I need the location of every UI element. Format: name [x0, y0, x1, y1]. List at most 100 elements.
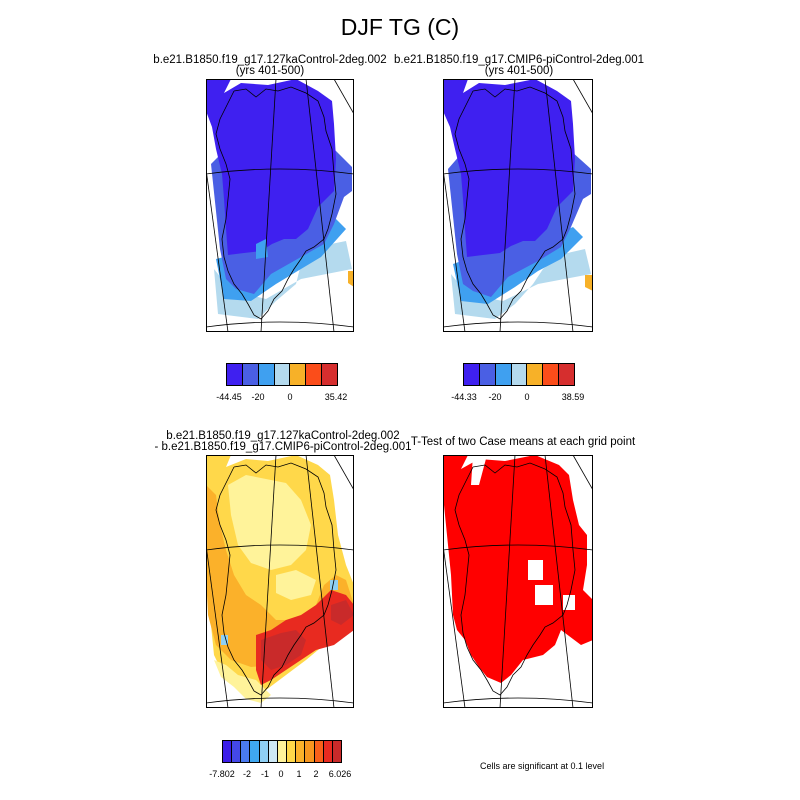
colorbar-label: 2 — [313, 769, 319, 779]
colorbar-swatch — [258, 364, 275, 385]
panel3-title-line1: b.e21.B1850.f19_g17.127kaControl-2deg.00… — [166, 430, 400, 442]
colorbar-swatch — [306, 364, 323, 385]
not-significant-cell — [563, 595, 575, 610]
colorbar-label: -44.33 — [451, 392, 477, 402]
greenland-coastline — [215, 462, 337, 696]
colorbar-label: 1 — [296, 769, 302, 779]
meridian — [333, 455, 354, 491]
colorbar-swatch — [287, 741, 297, 762]
panel1-title: b.e21.B1850.f19_g17.127kaControl-2deg.00… — [153, 54, 387, 77]
colorbar-label: 0 — [524, 392, 530, 402]
meridian — [499, 455, 516, 708]
colorbar-swatch — [274, 364, 291, 385]
colorbar-label: 35.42 — [324, 392, 348, 402]
colorbar-swatch — [332, 741, 342, 762]
panel3-title-line2: - b.e21.B1850.f19_g17.CMIP6-piControl-2d… — [154, 441, 412, 453]
parallel — [206, 321, 354, 328]
parallel — [206, 168, 354, 175]
meridian — [305, 79, 335, 332]
colorbar-127ka: -44.45 -20 0 35.42 — [216, 363, 347, 402]
parallel — [443, 168, 593, 175]
meridian — [260, 455, 277, 708]
colorbar-swatch — [232, 741, 242, 762]
meridian — [572, 79, 593, 115]
panel2-title-line1: b.e21.B1850.f19_g17.CMIP6-piControl-2deg… — [394, 54, 644, 66]
field-pale — [276, 570, 316, 600]
meridian — [544, 455, 574, 708]
meridian — [333, 79, 354, 115]
colorbar-swatch — [277, 741, 288, 762]
meridian — [305, 455, 335, 708]
colorbar-swatches — [222, 740, 342, 763]
map-127ka — [206, 79, 354, 332]
colorbar-swatch — [305, 741, 315, 762]
colorbar-label: -20 — [251, 392, 265, 402]
colorbar-swatch — [290, 364, 307, 385]
field-darkred — [261, 630, 306, 670]
colorbar-swatch — [259, 741, 269, 762]
significant-region — [443, 455, 593, 683]
colorbar-swatch — [241, 741, 251, 762]
figure-title: DJF TG (C) — [340, 14, 460, 40]
not-significant-cell — [528, 560, 543, 580]
greenland-coastline — [454, 462, 576, 696]
greenland-coastline — [454, 86, 576, 320]
not-significant-cell — [471, 455, 487, 485]
parallel — [443, 321, 593, 328]
map-ttest — [443, 455, 593, 708]
field-warm — [348, 271, 354, 287]
meridian — [572, 455, 593, 491]
colorbar-swatch — [268, 741, 278, 762]
colorbar-swatch — [495, 364, 512, 385]
colorbar-swatch — [527, 364, 544, 385]
panel1-title-line1: b.e21.B1850.f19_g17.127kaControl-2deg.00… — [153, 54, 387, 66]
colorbar-label: -44.45 — [216, 392, 242, 402]
map-frame — [443, 79, 593, 332]
not-significant-cell — [443, 625, 455, 660]
map-panel-picontrol — [443, 79, 593, 332]
field-cold — [443, 79, 575, 257]
panel3-title: b.e21.B1850.f19_g17.127kaControl-2deg.00… — [154, 430, 412, 453]
colorbar-swatch — [559, 364, 575, 385]
map-difference — [206, 455, 354, 708]
colorbar-swatch — [314, 741, 324, 762]
colorbar-label: 6.026 — [328, 769, 352, 779]
colorbar-label: -7.802 — [209, 769, 235, 779]
meridian — [544, 79, 574, 332]
parallel — [206, 697, 354, 704]
colorbar-swatch — [223, 741, 233, 762]
field-warm — [585, 275, 593, 291]
colorbar-swatch — [511, 364, 528, 385]
field-lightblue — [221, 635, 228, 645]
colorbar-picontrol: -44.33 -20 0 38.59 — [451, 363, 584, 402]
colorbar-swatches — [226, 363, 338, 386]
greenland-coastline — [215, 86, 337, 320]
map-panel-127ka — [206, 79, 354, 332]
colorbar-label: 38.59 — [561, 392, 585, 402]
parallel — [443, 697, 593, 704]
colorbar-swatch — [543, 364, 560, 385]
panel2-title-line2: (yrs 401-500) — [484, 65, 554, 77]
meridian — [499, 79, 516, 332]
panel4-title-line1: T-Test of two Case means at each grid po… — [410, 436, 636, 448]
map-frame — [206, 79, 354, 332]
colorbar-swatch — [322, 364, 338, 385]
colorbar-difference: -7.802 -2 -1 0 1 2 6.026 — [209, 740, 351, 779]
colorbar-label: -1 — [260, 769, 270, 779]
colorbar-swatch — [464, 364, 480, 385]
colorbar-label: -20 — [488, 392, 502, 402]
colorbar-label: 0 — [278, 769, 284, 779]
meridian — [206, 168, 229, 332]
field-edge-cyan — [256, 239, 268, 259]
meridian — [443, 544, 466, 708]
colorbar-label: -2 — [242, 769, 252, 779]
colorbar-swatches — [463, 363, 575, 386]
colorbar-swatch — [479, 364, 496, 385]
colorbar-label: 0 — [287, 392, 293, 402]
not-significant-cell — [535, 585, 553, 605]
panel2-title: b.e21.B1850.f19_g17.CMIP6-piControl-2deg… — [394, 54, 644, 77]
colorbar-swatch — [250, 741, 260, 762]
meridian — [443, 168, 466, 332]
field-darkred — [331, 600, 354, 625]
parallel — [206, 544, 354, 551]
